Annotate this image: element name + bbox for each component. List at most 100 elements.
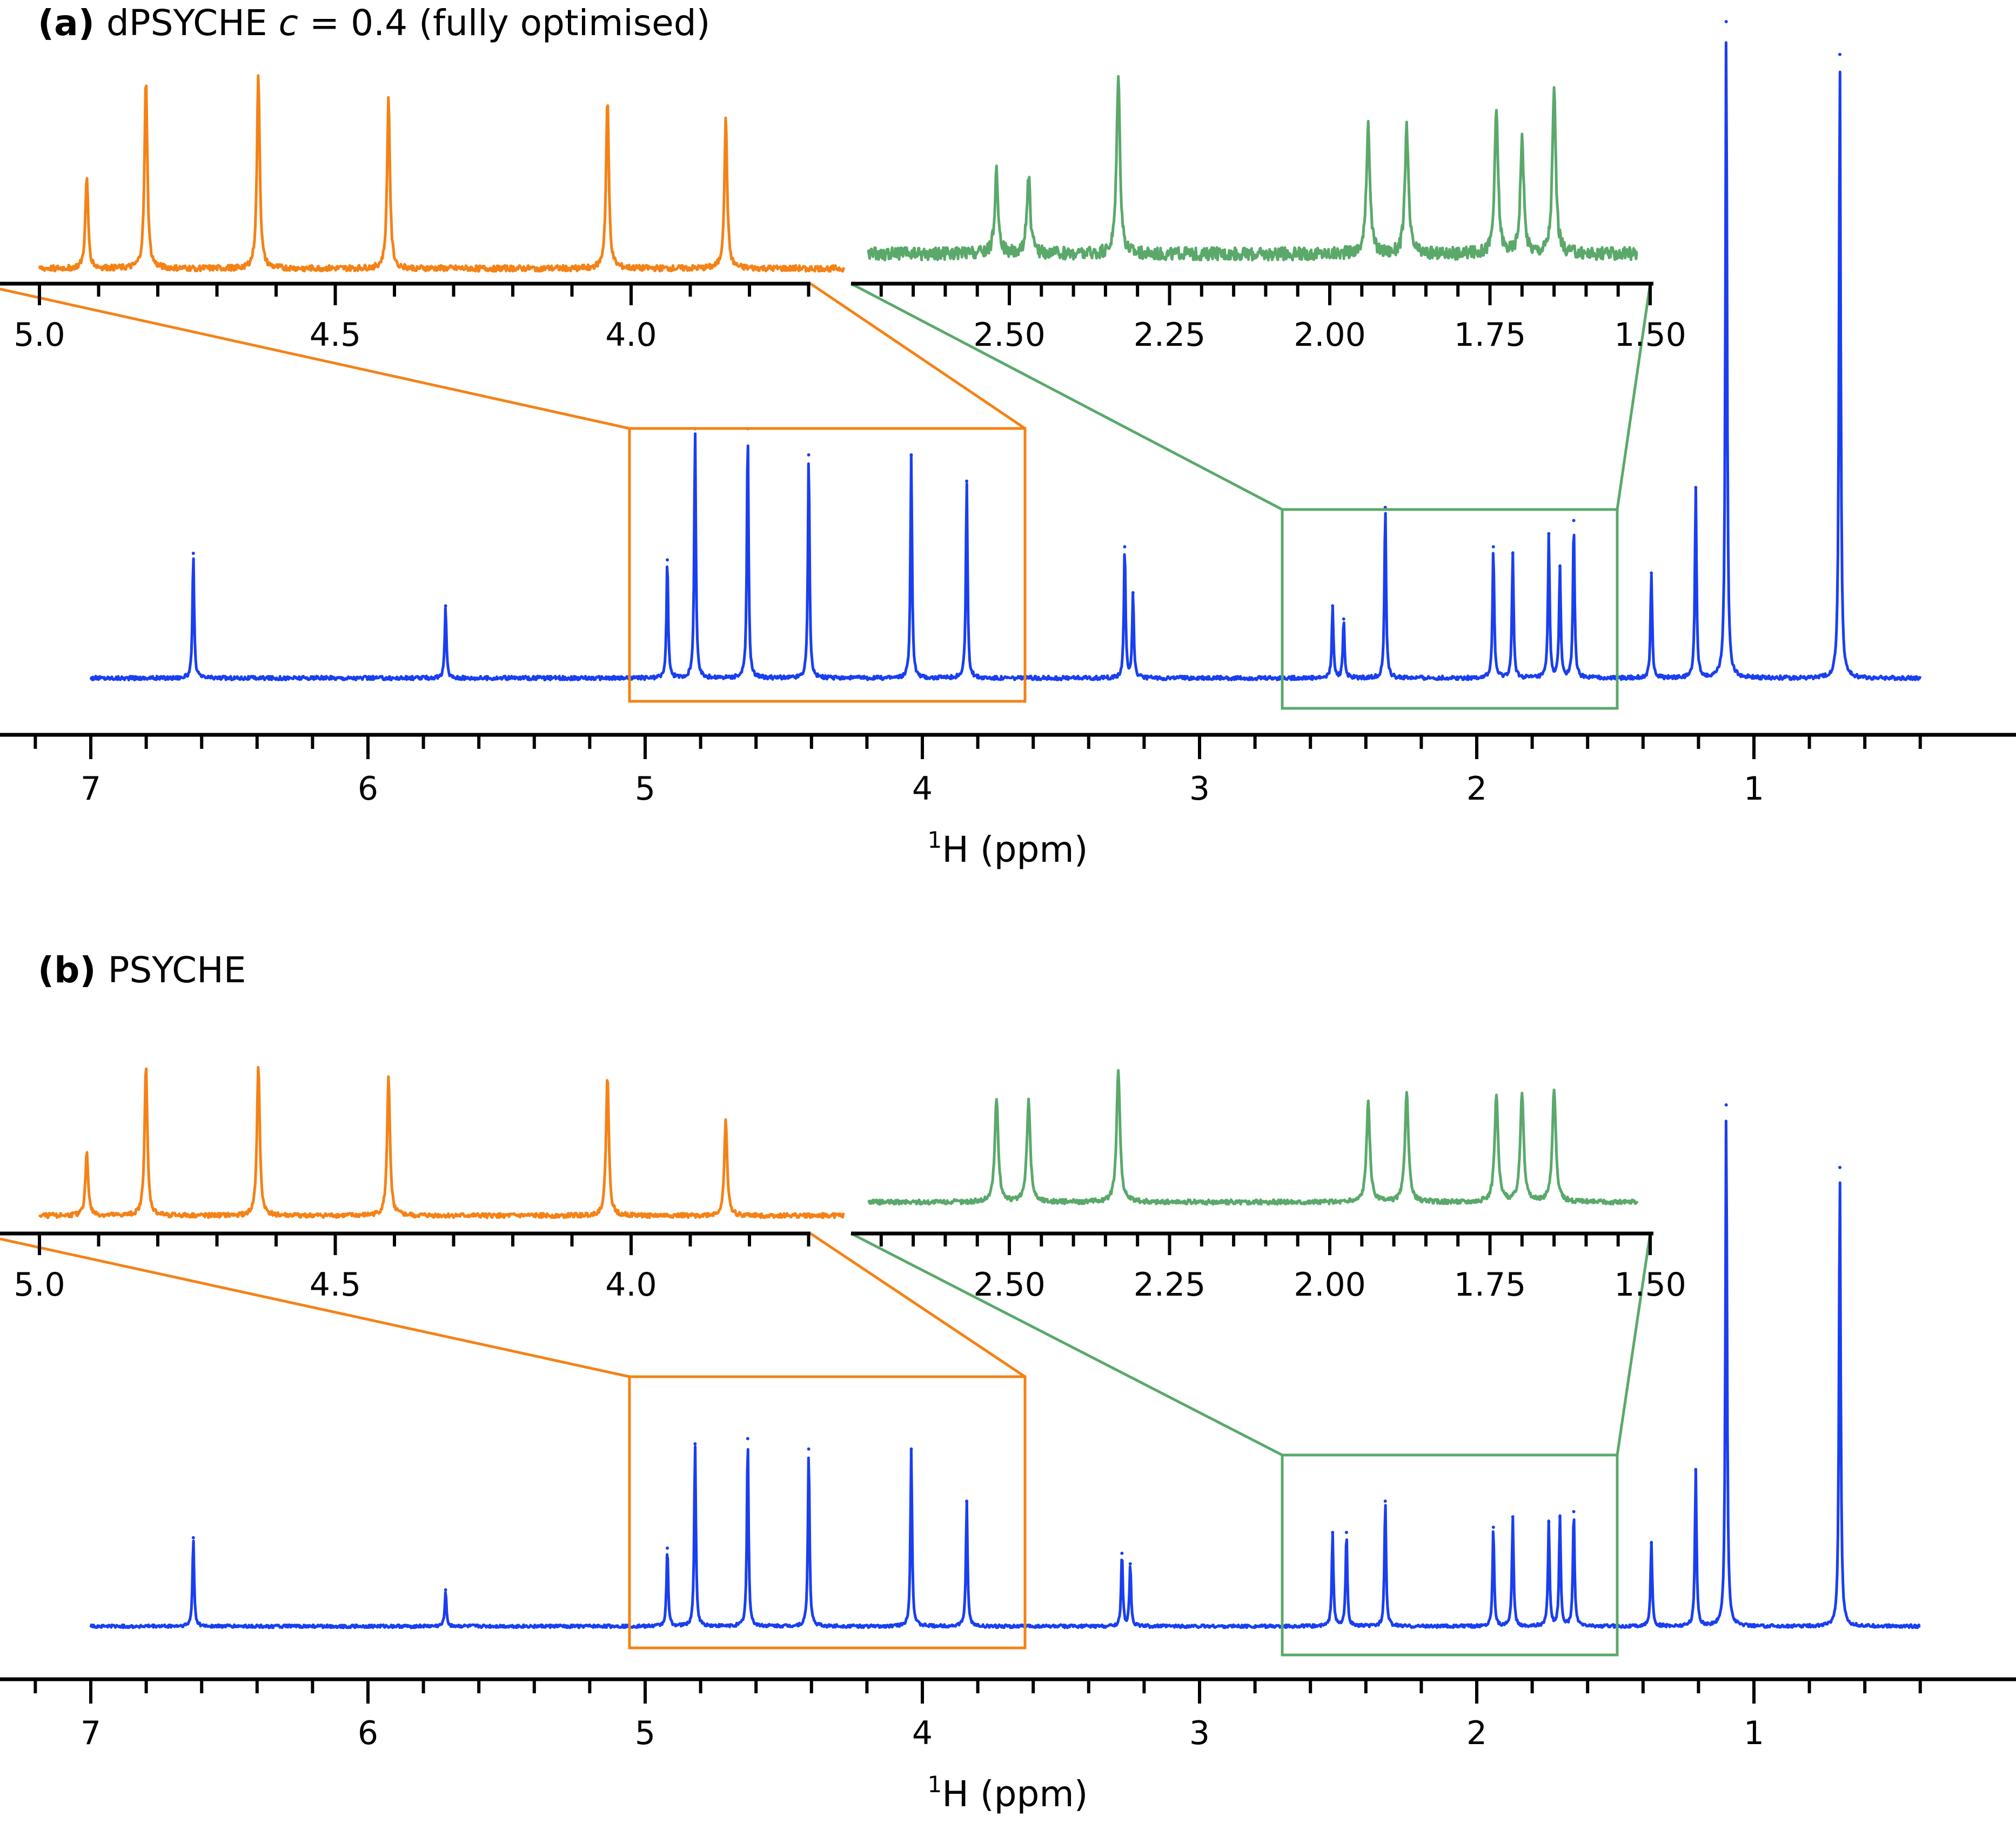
main-peak-15 — [1547, 532, 1551, 535]
green-tick-label: 1.75 — [1454, 1266, 1526, 1304]
main-peak-21 — [1838, 52, 1842, 56]
green-tick-label: 1.50 — [1614, 316, 1686, 354]
x-axis-title-sup: 1 — [928, 1771, 942, 1798]
main-peak-20 — [1724, 1103, 1728, 1107]
tick-label-2: 2 — [1466, 1714, 1487, 1752]
main-peak-3 — [693, 1442, 697, 1446]
tick-label-1: 1 — [1744, 770, 1764, 808]
green-tick-label: 2.25 — [1134, 316, 1206, 354]
green-tick-label: 2.00 — [1294, 1266, 1366, 1304]
main-peak-18 — [1650, 571, 1653, 575]
main-peak-13 — [1491, 545, 1495, 548]
panel-letter: (a) — [38, 2, 95, 44]
main-spectrum-line — [89, 1120, 1921, 1630]
panel-title-text: dPSYCHE — [106, 2, 279, 44]
orange-zoom-box — [628, 1375, 1027, 1650]
tick-label-7: 7 — [81, 770, 101, 808]
main-peak-21 — [1838, 1165, 1842, 1169]
green-tick-label: 1.75 — [1454, 316, 1526, 354]
main-peak-9 — [1128, 1562, 1132, 1566]
main-peak-14 — [1511, 1515, 1515, 1519]
green-zoom-box — [1281, 508, 1619, 710]
orange-inset-spectrum — [38, 74, 846, 273]
main-peak-13 — [1491, 1525, 1495, 1529]
tick-label-4: 4 — [912, 770, 933, 808]
main-peak-6 — [909, 1447, 913, 1451]
x-axis-title-sup: 1 — [928, 827, 942, 853]
green-connector-left — [850, 282, 1283, 511]
green-zoom-box — [1281, 1453, 1619, 1657]
main-peak-11 — [1344, 1531, 1348, 1534]
orange-zoom-box — [628, 427, 1027, 703]
green-tick-label: 1.50 — [1614, 1266, 1686, 1304]
main-peak-0 — [191, 1536, 195, 1539]
tick-label-7: 7 — [81, 1714, 101, 1752]
green-inset-spectrum — [867, 1069, 1639, 1206]
main-spectrum-line — [89, 41, 1922, 682]
green-connector-left — [850, 1232, 1283, 1457]
tick-label-2: 2 — [1466, 770, 1487, 808]
orange-tick-label: 4.5 — [310, 316, 361, 354]
orange-connector-right — [809, 282, 1026, 430]
main-peak-7 — [965, 1499, 969, 1503]
panel-a: (a) dPSYCHE c = 0.4 (fully optimised) 7 6 5 4… — [0, 2, 2016, 870]
panel-title-text: PSYCHE — [108, 949, 246, 991]
x-axis-title-text: H (ppm) — [942, 1773, 1088, 1815]
main-peak-1 — [444, 1588, 447, 1592]
tick-label-6: 6 — [358, 770, 378, 808]
x-axis-title: 1H (ppm) — [928, 1771, 1088, 1815]
main-peak-18 — [1650, 1541, 1653, 1545]
tick-label-5: 5 — [635, 770, 655, 808]
main-peak-19 — [1694, 1468, 1698, 1472]
green-tick-label: 2.25 — [1134, 1266, 1206, 1304]
x-axis-title-text: H (ppm) — [942, 829, 1088, 870]
main-peak-10 — [1331, 1531, 1335, 1534]
panel-title: (a) dPSYCHE c = 0.4 (fully optimised) — [38, 2, 710, 44]
orange-tick-label: 5.0 — [14, 1266, 65, 1304]
main-peak-8 — [1120, 1551, 1124, 1555]
green-connector-right — [1616, 283, 1652, 510]
main-peak-16 — [1558, 1515, 1562, 1519]
tick-label-5: 5 — [635, 1714, 655, 1752]
tick-label-6: 6 — [358, 1714, 378, 1752]
orange-tick-label: 4.0 — [605, 316, 657, 354]
main-peak-16 — [1558, 565, 1562, 568]
main-peak-20 — [1724, 20, 1728, 23]
main-peak-1 — [444, 604, 447, 608]
tick-label-4: 4 — [912, 1714, 933, 1752]
main-peak-10 — [1331, 604, 1335, 608]
main-peak-9 — [1131, 591, 1135, 595]
main-peak-7 — [965, 479, 969, 483]
orange-connector-right — [809, 1232, 1026, 1378]
panel-title-variable: c — [279, 2, 298, 44]
main-peak-6 — [909, 453, 913, 457]
main-peak-15 — [1547, 1520, 1551, 1524]
orange-tick-label: 4.5 — [310, 1266, 361, 1304]
panel-title: (b) PSYCHE — [38, 949, 246, 991]
main-peak-0 — [191, 552, 195, 555]
orange-connector-left — [0, 287, 630, 430]
orange-connector-left — [0, 1237, 630, 1378]
main-peak-2 — [666, 1546, 669, 1550]
main-peak-11 — [1342, 617, 1345, 621]
orange-tick-label: 5.0 — [14, 316, 65, 354]
green-inset-spectrum — [867, 75, 1638, 262]
green-connector-right — [1616, 1233, 1652, 1456]
tick-label-3: 3 — [1189, 1714, 1210, 1752]
orange-tick-label: 4.0 — [605, 1266, 657, 1304]
green-tick-label: 2.50 — [973, 1266, 1046, 1304]
main-peak-5 — [807, 1447, 811, 1451]
main-peak-4 — [746, 1437, 749, 1440]
x-axis-title: 1H (ppm) — [928, 827, 1088, 870]
panel-title-rest: = 0.4 (fully optimised) — [298, 2, 710, 44]
main-peak-19 — [1694, 486, 1698, 490]
green-tick-label: 2.50 — [973, 316, 1046, 354]
main-peak-2 — [666, 558, 669, 562]
main-peak-5 — [807, 453, 811, 457]
main-peak-17 — [1572, 1510, 1576, 1513]
tick-label-1: 1 — [1744, 1714, 1764, 1752]
main-peak-12 — [1383, 1499, 1387, 1503]
panel-letter: (b) — [38, 949, 96, 991]
